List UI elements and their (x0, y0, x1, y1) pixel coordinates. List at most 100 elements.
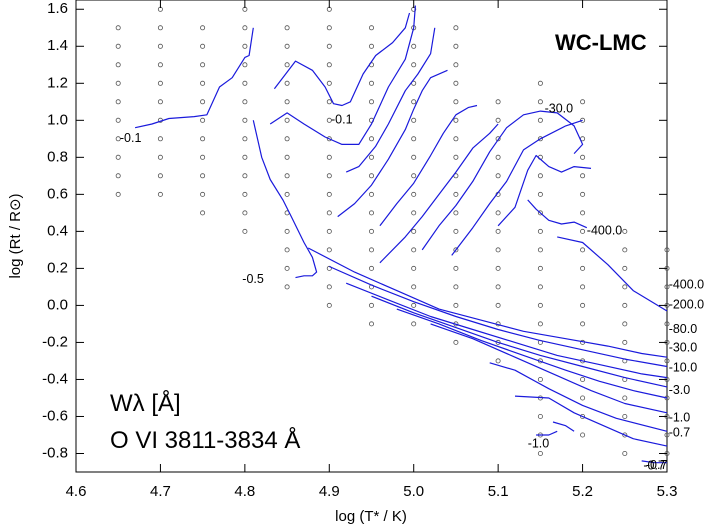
grid-point (242, 99, 248, 105)
contour-value-label: -0.1 (331, 113, 353, 127)
grid-point (368, 136, 374, 142)
grid-point (326, 302, 332, 308)
grid-point (115, 117, 121, 123)
grid-point (453, 191, 459, 197)
grid-point (115, 80, 121, 86)
grid-point (411, 117, 417, 123)
grid-point (453, 154, 459, 160)
contour-value-label: -3.0 (669, 383, 691, 397)
grid-point (326, 154, 332, 160)
grid-point (537, 173, 543, 179)
grid-point (537, 117, 543, 123)
grid-point (453, 62, 459, 68)
grid-point (157, 62, 163, 68)
grid-point (580, 265, 586, 271)
contour-line (345, 282, 668, 379)
contour-line (134, 27, 254, 129)
grid-point (368, 80, 374, 86)
grid-point (622, 339, 628, 345)
grid-point (368, 247, 374, 253)
x-axis-title: log (T* / K) (335, 508, 407, 525)
contour-line (345, 27, 436, 173)
contour-line (527, 199, 588, 229)
contour-line (451, 119, 583, 256)
grid-point (284, 80, 290, 86)
grid-point (284, 154, 290, 160)
grid-point (368, 173, 374, 179)
grid-point (200, 191, 206, 197)
grid-point (242, 173, 248, 179)
grid-point (326, 265, 332, 271)
grid-point (157, 136, 163, 142)
y-tick-label: 1.4 (47, 37, 68, 54)
grid-point (580, 117, 586, 123)
grid-point (115, 99, 121, 105)
grid-point (368, 321, 374, 327)
grid-point (537, 284, 543, 290)
grid-point (453, 284, 459, 290)
grid-point (411, 136, 417, 142)
grid-point (495, 154, 501, 160)
grid-point (368, 25, 374, 31)
grid-point (453, 80, 459, 86)
contour-line (273, 12, 411, 107)
grid-point (495, 284, 501, 290)
grid-point (368, 228, 374, 234)
grid-point (495, 265, 501, 271)
grid-point (537, 413, 543, 419)
grid-point (622, 432, 628, 438)
grid-point (580, 191, 586, 197)
grid-point (537, 247, 543, 253)
y-tick-label: -0.6 (42, 407, 68, 424)
grid-point (453, 265, 459, 271)
grid-point (242, 80, 248, 86)
grid-point (411, 62, 417, 68)
grid-point (326, 62, 332, 68)
grid-point (115, 154, 121, 160)
grid-point (284, 284, 290, 290)
grid-point (200, 62, 206, 68)
contour-lines (134, 5, 668, 464)
grid-point (453, 136, 459, 142)
grid-point (284, 117, 290, 123)
grid-point (411, 247, 417, 253)
grid-point (453, 228, 459, 234)
grid-point (495, 136, 501, 142)
contour-line (536, 430, 558, 436)
grid-point (580, 210, 586, 216)
grid-point (537, 302, 543, 308)
grid-point (411, 191, 417, 197)
grid-point (580, 228, 586, 234)
grid-point (157, 25, 163, 31)
grid-point (157, 43, 163, 49)
x-axis: 4.6 4.7 4.8 4.9 5.0 5.1 5.2 5.3 (66, 0, 677, 500)
grid-point (537, 376, 543, 382)
grid-point (200, 43, 206, 49)
x-tick-label: 5.0 (403, 483, 424, 500)
contour-line (379, 123, 499, 264)
grid-point (200, 136, 206, 142)
grid-point (622, 302, 628, 308)
grid-point (411, 99, 417, 105)
grid-point (622, 450, 628, 456)
grid-point (368, 302, 374, 308)
y-axis-title: log (Rt / R⊙) (7, 193, 24, 278)
grid-point (368, 99, 374, 105)
grid-point (200, 25, 206, 31)
grid-point (242, 191, 248, 197)
grid-point (368, 210, 374, 216)
grid-point (411, 321, 417, 327)
line-label: O VI 3811-3834 Å (110, 426, 300, 454)
contour-value-label: -0.7 (669, 425, 691, 439)
y-tick-label: -0.4 (42, 370, 68, 387)
grid-point (453, 247, 459, 253)
grid-point (411, 228, 417, 234)
grid-point (411, 265, 417, 271)
grid-point (495, 247, 501, 253)
grid-point (115, 43, 121, 49)
contour-value-label: -0.7 (643, 459, 665, 473)
contour-line (514, 395, 668, 447)
grid-point (115, 191, 121, 197)
grid-point (537, 191, 543, 197)
